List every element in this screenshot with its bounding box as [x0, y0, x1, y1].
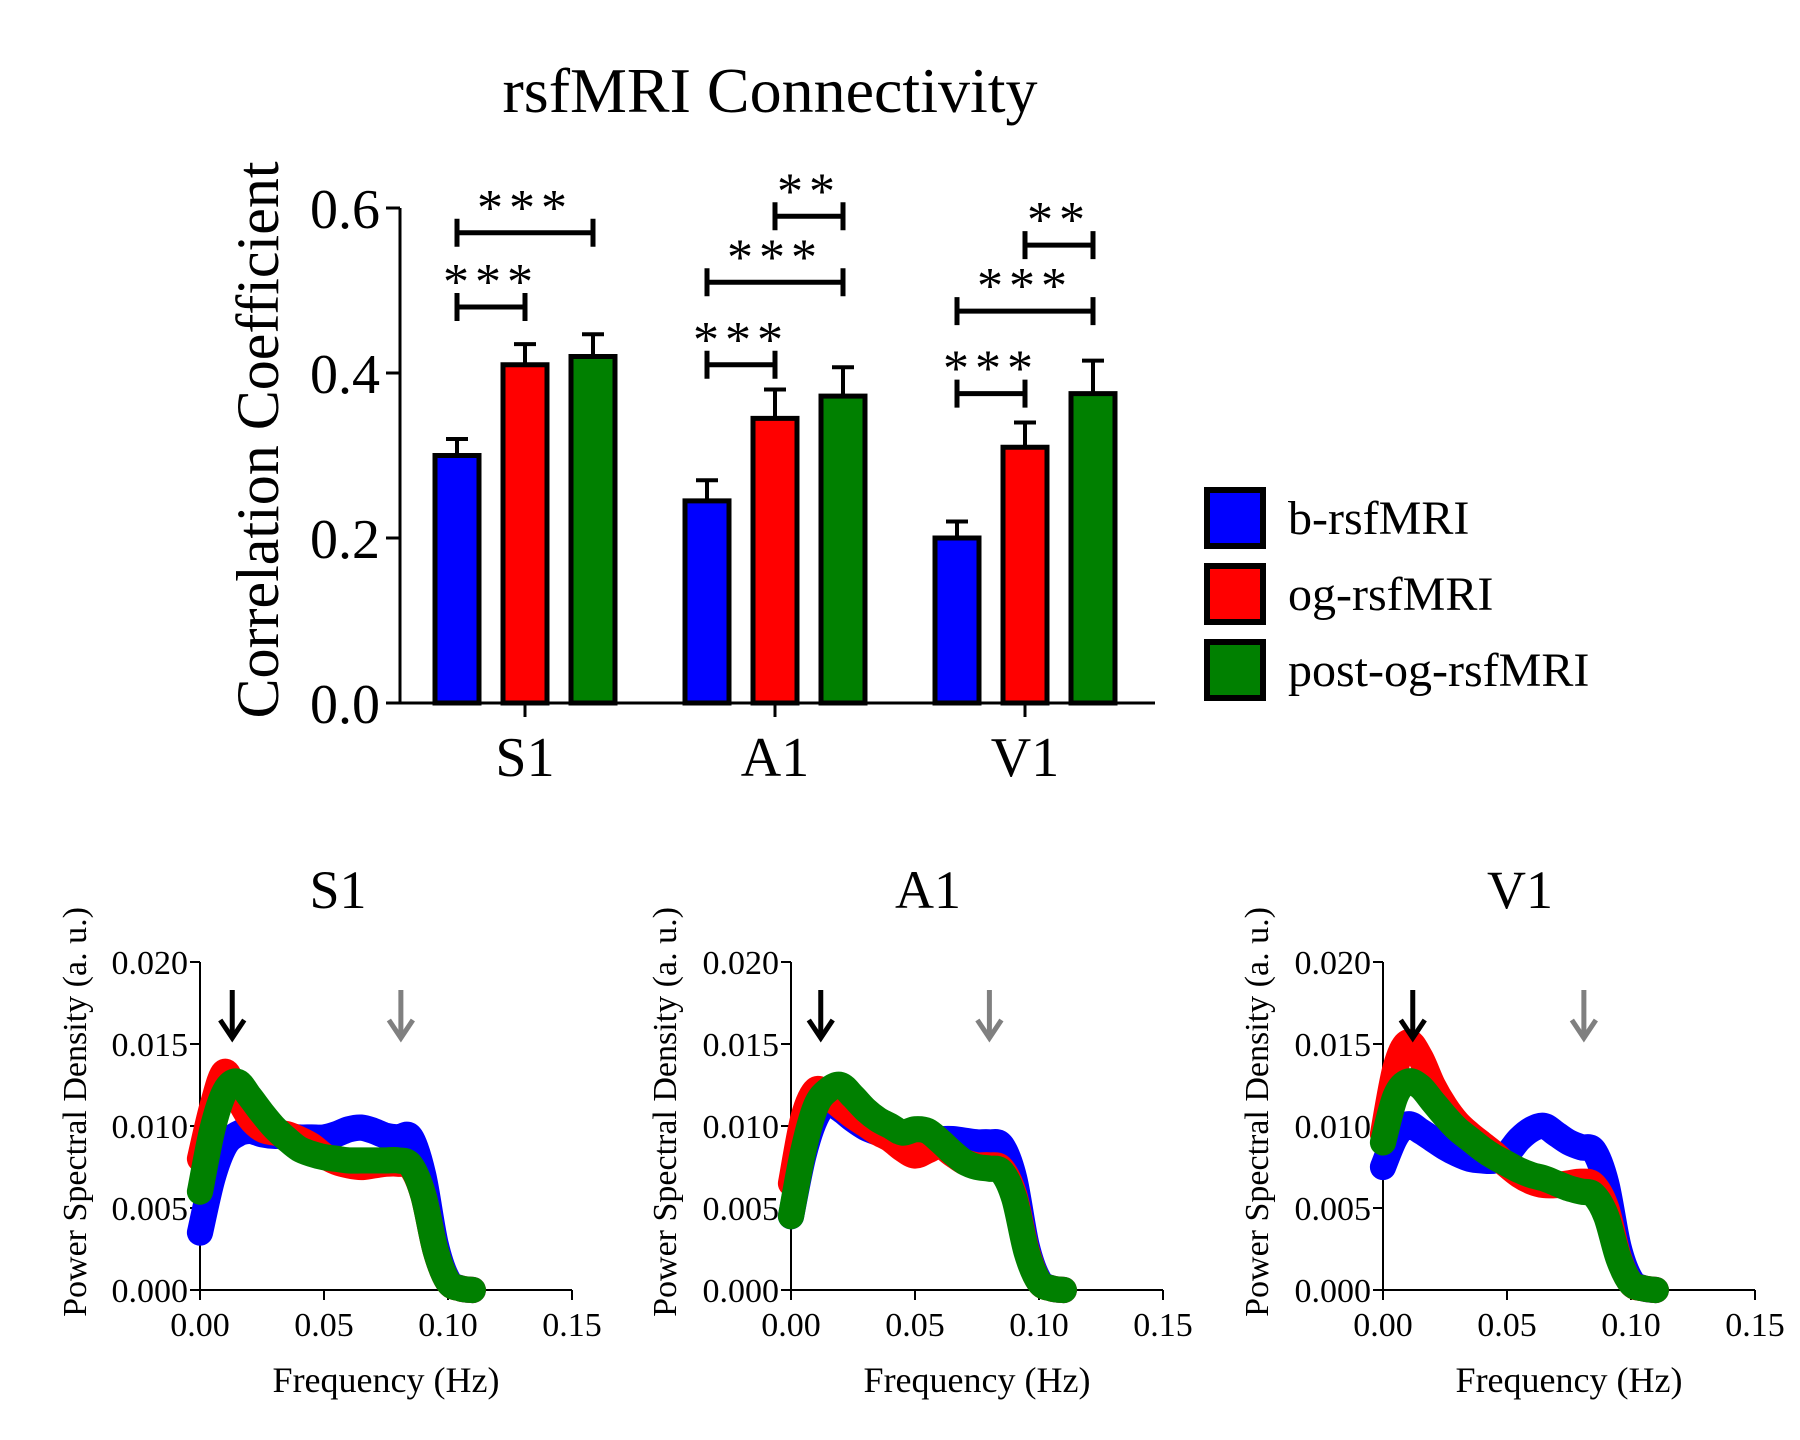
bar: [432, 453, 482, 706]
bar: [1068, 391, 1118, 706]
psd-y-axis-label: Power Spectral Density (a. u.): [57, 907, 94, 1317]
legend-swatch: [1204, 563, 1266, 625]
y-tick-label: 0.005: [1295, 1191, 1372, 1228]
psd-panel-title: V1: [1487, 860, 1553, 920]
y-tick-label: 0.010: [112, 1109, 189, 1146]
psd-panel-title: A1: [895, 860, 961, 920]
y-tick-label: 0.2: [310, 509, 380, 571]
x-tick-label: S1: [495, 727, 554, 789]
psd-y-axis-label: Power Spectral Density (a. u.): [1239, 907, 1276, 1317]
y-tick-label: 0.020: [1295, 945, 1372, 982]
significance-label: **: [777, 163, 841, 220]
psd-panel-v1: V1 Power Spectral Density (a. u.) Freque…: [1239, 860, 1785, 1400]
bar-chart-y-axis-label: Correlation Coefficient: [225, 161, 291, 718]
legend-label: b-rsfMRI: [1288, 492, 1469, 545]
x-tick-label: V1: [991, 727, 1059, 789]
significance-label: ***: [443, 254, 539, 311]
y-tick-label: 0.010: [703, 1109, 780, 1146]
psd-band: [186, 1068, 486, 1304]
bar: [1000, 444, 1050, 706]
y-tick-label: 0.000: [703, 1273, 780, 1310]
y-tick-label: 0.020: [112, 945, 189, 982]
legend-label: og-rsfMRI: [1288, 568, 1493, 621]
x-tick-label: 0.15: [542, 1307, 602, 1344]
x-tick-label: 0.05: [1477, 1307, 1537, 1344]
psd-x-axis-label: Frequency (Hz): [1456, 1360, 1683, 1400]
legend-swatch: [1204, 487, 1266, 549]
bar: [500, 362, 550, 706]
psd-x-axis-label: Frequency (Hz): [273, 1360, 500, 1400]
bar: [682, 498, 732, 706]
significance-label: ***: [943, 341, 1039, 398]
x-tick-label: 0.15: [1725, 1307, 1785, 1344]
y-tick-label: 0.015: [703, 1027, 780, 1064]
x-tick-label: 0.00: [170, 1307, 230, 1344]
significance-label: ***: [977, 258, 1073, 315]
x-tick-label: 0.00: [1353, 1307, 1413, 1344]
y-tick-label: 0.0: [310, 674, 380, 736]
bar-chart: 0.00.20.40.6S1 A1 V1**********************…: [310, 163, 1589, 789]
bar: [568, 354, 618, 706]
significance-label: ***: [477, 180, 573, 237]
psd-panel-a1: A1 Power Spectral Density (a. u.) Freque…: [647, 860, 1193, 1400]
bar-chart-title: rsfMRI Connectivity: [502, 55, 1037, 126]
significance-label: **: [1027, 192, 1091, 249]
y-tick-label: 0.000: [112, 1273, 189, 1310]
bar: [818, 393, 868, 706]
x-tick-label: 0.15: [1133, 1307, 1193, 1344]
psd-band: [1369, 1068, 1669, 1304]
arrow-head: [1569, 1018, 1598, 1043]
x-tick-label: 0.10: [1009, 1307, 1069, 1344]
y-tick-label: 0.6: [310, 179, 380, 241]
x-tick-label: 0.10: [418, 1307, 478, 1344]
psd-y-axis-label: Power Spectral Density (a. u.): [647, 907, 684, 1317]
bar: [932, 535, 982, 706]
psd-panel-s1: S1 Power Spectral Density (a. u.) Freque…: [57, 860, 602, 1400]
y-tick-label: 0.010: [1295, 1109, 1372, 1146]
y-tick-label: 0.015: [112, 1027, 189, 1064]
y-tick-label: 0.000: [1295, 1273, 1372, 1310]
psd-panel-title: S1: [309, 860, 366, 920]
arrow-head: [975, 1018, 1004, 1043]
y-tick-label: 0.4: [310, 344, 380, 406]
legend-label: post-og-rsfMRI: [1288, 644, 1589, 697]
x-tick-label: 0.05: [294, 1307, 354, 1344]
y-tick-label: 0.005: [703, 1191, 780, 1228]
bar: [750, 415, 800, 706]
significance-label: ***: [727, 229, 823, 286]
y-tick-label: 0.005: [112, 1191, 189, 1228]
y-tick-label: 0.015: [1295, 1027, 1372, 1064]
legend-swatch: [1204, 639, 1266, 701]
arrow-head: [386, 1018, 415, 1043]
psd-x-axis-label: Frequency (Hz): [864, 1360, 1091, 1400]
y-tick-label: 0.020: [703, 945, 780, 982]
x-tick-label: 0.05: [885, 1307, 945, 1344]
arrow-head: [1398, 1018, 1427, 1043]
x-tick-label: 0.00: [761, 1307, 821, 1344]
arrow-head: [806, 1018, 835, 1043]
significance-label: ***: [693, 312, 789, 369]
x-tick-label: A1: [741, 727, 809, 789]
arrow-head: [218, 1018, 247, 1043]
psd-band: [777, 1071, 1077, 1304]
x-tick-label: 0.10: [1601, 1307, 1661, 1344]
